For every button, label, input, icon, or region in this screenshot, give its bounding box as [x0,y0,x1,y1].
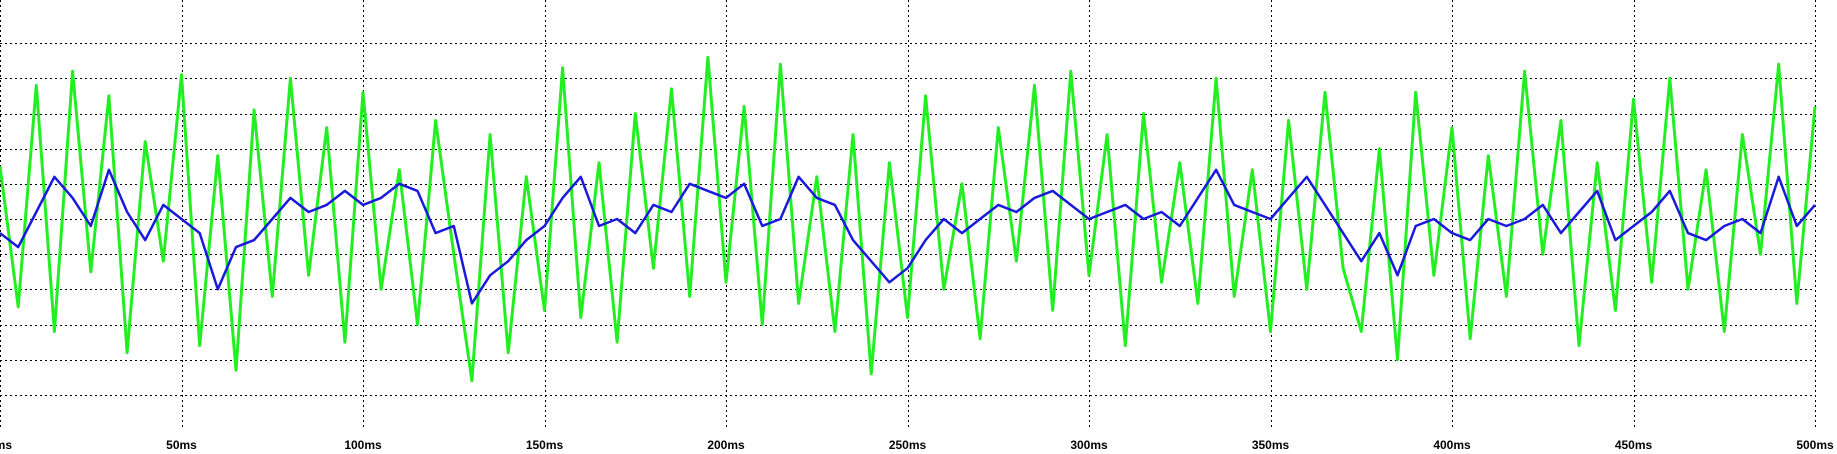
x-tick-label-9: 450ms [1615,438,1653,452]
grid-layer [0,0,1816,430]
x-tick-label-0: ms [0,438,12,452]
x-tick-label-4: 200ms [707,438,745,452]
x-tick-label-8: 400ms [1433,438,1471,452]
series-line-0 [0,55,1817,383]
x-tick-label-1: 50ms [166,438,197,452]
x-tick-label-10: 500ms [1796,438,1834,452]
x-tick-label-7: 350ms [1252,438,1290,452]
x-tick-label-3: 150ms [526,438,564,452]
x-tick-labels: ms 50ms 100ms 150ms 200ms 250ms 300ms 350ms 400m… [0,438,1834,452]
x-tick-label-5: 250ms [889,438,927,452]
x-tick-label-6: 300ms [1070,438,1108,452]
x-tick-label-2: 100ms [344,438,382,452]
series-line-1 [0,168,1816,305]
series-layer [0,55,1817,383]
